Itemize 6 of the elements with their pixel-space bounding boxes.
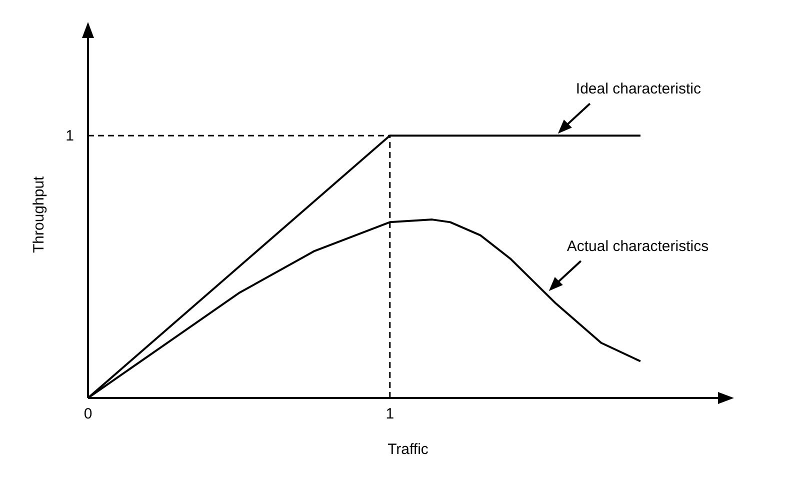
annotation: Ideal characteristic xyxy=(576,80,702,98)
x-tick-label: 0 xyxy=(84,406,92,423)
x-axis-title: Traffic xyxy=(388,441,429,458)
annotation: Actual characteristics xyxy=(566,238,709,256)
y-axis-title: Throughput xyxy=(30,175,48,253)
ref-line-label: 1 xyxy=(66,128,74,145)
